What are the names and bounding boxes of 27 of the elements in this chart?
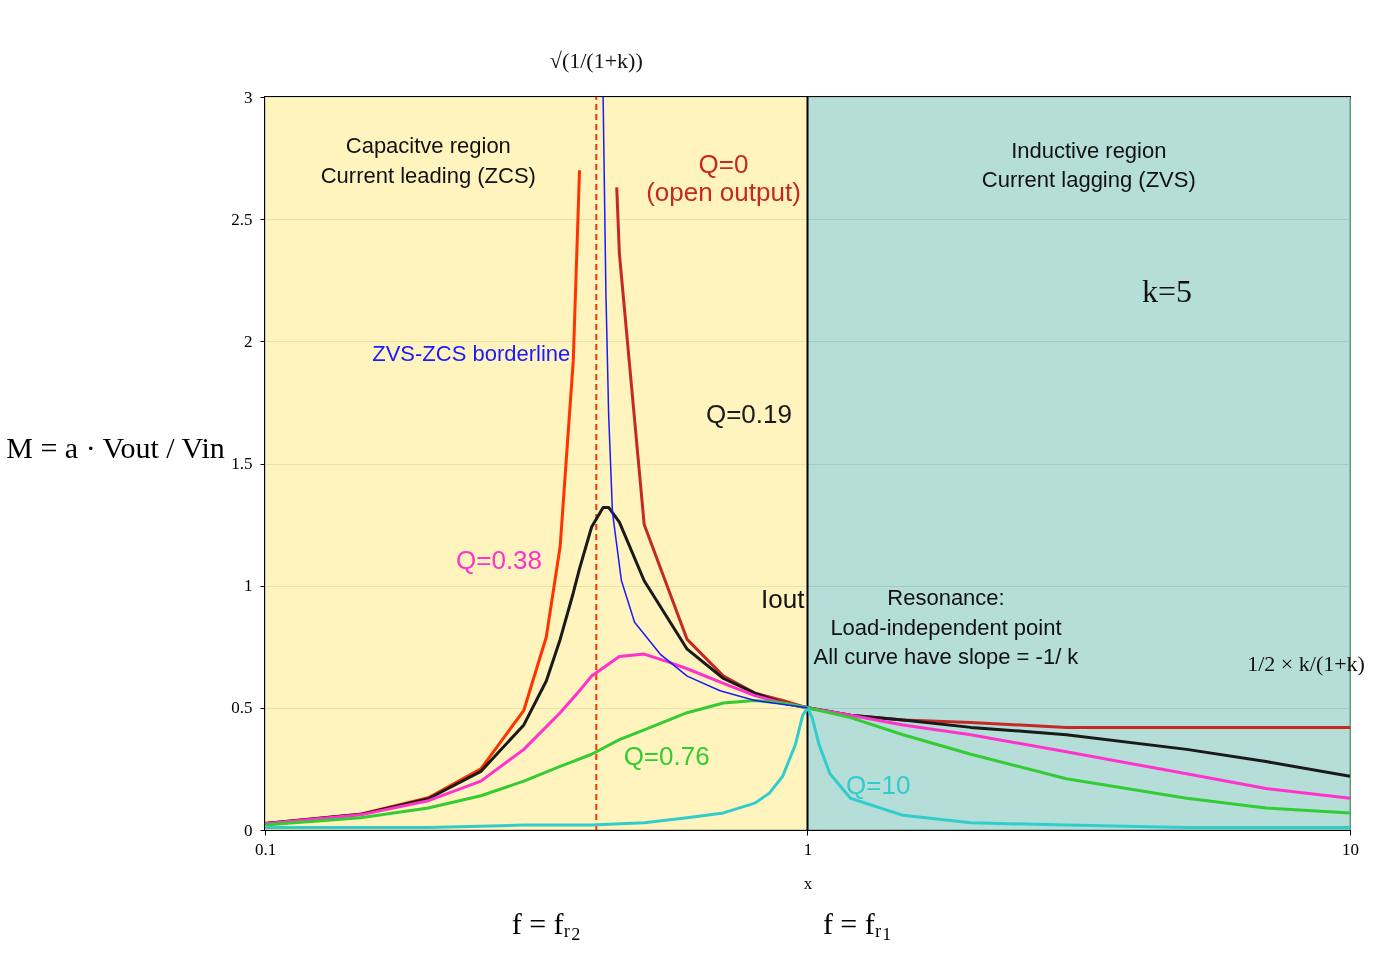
ref-line-label: f = fᵣ₂ xyxy=(511,907,581,940)
annotation: Iout xyxy=(760,584,806,615)
x-tick-label: 1 xyxy=(803,839,813,859)
x-tick-label: 0.1 xyxy=(254,839,277,859)
series-label: Q=10 xyxy=(846,770,911,801)
y-tick-label: 2 xyxy=(244,331,253,351)
y-tick-label: 1 xyxy=(244,576,253,596)
annotation: Resonance: Load-independent point All curve have slope = -1/ k xyxy=(813,584,1080,670)
text: Q=0.19 xyxy=(705,398,792,429)
series-label: Q=0 (open output) xyxy=(646,149,801,208)
annotation: 1/2 × k/(1+k) xyxy=(1247,650,1365,676)
annotation: k=5 xyxy=(1142,273,1193,310)
y-tick-label: 1.5 xyxy=(231,454,253,473)
series-label: ZVS-ZCS borderline xyxy=(372,340,571,366)
y-tick-label: 2.5 xyxy=(231,209,253,229)
y-tick-label: 0 xyxy=(244,820,253,840)
y-tick-label: 3 xyxy=(244,87,253,107)
annotation: Capacitve region Current leading (ZCS) xyxy=(320,132,536,188)
y-axis-title: M = a · Vout / Vin xyxy=(6,431,225,464)
x-axis-title: x xyxy=(803,873,813,893)
ref-line-label: f = fᵣ₁ xyxy=(822,907,893,940)
annotation: Inductive region Current lagging (ZVS) xyxy=(981,137,1196,193)
y-tick-label: 0.5 xyxy=(231,698,253,718)
x-tick-label: 10 xyxy=(1342,839,1359,859)
series-label: Q=0.76 xyxy=(623,740,710,771)
text: √(1/(1+k)) xyxy=(549,48,643,73)
text: Q=0.38 xyxy=(456,545,543,576)
